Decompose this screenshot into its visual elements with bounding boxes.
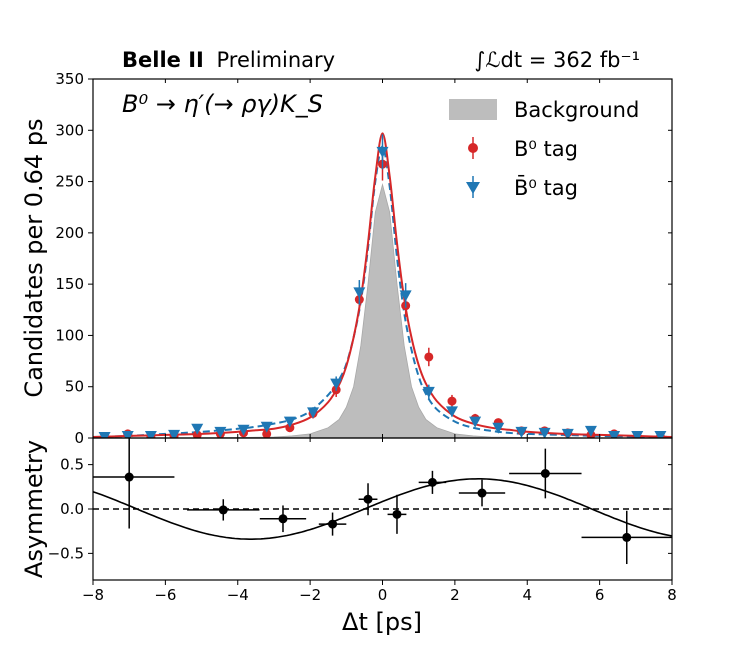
x-tick-label: 6	[595, 586, 605, 604]
b0bar-data-point	[191, 423, 204, 435]
x-tick-label: 0	[378, 586, 388, 604]
b0bar-data-point	[422, 384, 435, 400]
legend-b0bar-marker	[466, 176, 480, 198]
x-tick-label: 2	[450, 586, 460, 604]
b0bar-data-point	[445, 406, 458, 418]
top-y-tick-label: 50	[65, 378, 84, 396]
x-tick-label: −2	[299, 586, 321, 604]
b0bar-data-point	[237, 424, 250, 436]
asymmetry-data-point	[358, 483, 378, 516]
b0bar-data-point	[561, 428, 574, 438]
asymmetry-data-point	[93, 438, 175, 529]
background-area-layer	[93, 183, 672, 438]
b0bar-data-point	[214, 426, 227, 438]
bottom-y-tick-label: 0.0	[60, 500, 84, 518]
b0bar-data-point	[631, 430, 644, 438]
bottom-y-tick-label: −0.5	[48, 544, 84, 562]
top-y-tick-label: 250	[55, 173, 84, 191]
asymmetry-data-point	[418, 470, 447, 494]
top-y-tick-label: 200	[55, 224, 84, 242]
x-tick-label: −4	[227, 586, 249, 604]
b0bar-data-point	[538, 427, 551, 438]
experiment-label: Belle II Preliminary	[122, 48, 335, 72]
x-tick-label: −6	[154, 586, 176, 604]
top-points-layer	[98, 134, 667, 438]
process-label: B⁰ → η′(→ ργ)K_S	[122, 90, 323, 118]
bottom-ticks-layer: −0.5 0.0 0.5 −8 −6 −4 −2 0 2 4 6 8	[48, 438, 677, 604]
legend-b0-label: B⁰ tag	[514, 137, 578, 161]
b0bar-data-point	[144, 430, 157, 438]
asymmetry-points-layer	[93, 438, 672, 565]
asymmetry-fit-curve	[93, 478, 672, 540]
x-tick-label: 4	[522, 586, 532, 604]
top-y-tick-label: 100	[55, 326, 84, 344]
b0bar-data-point	[515, 426, 528, 438]
b0bar-data-point	[307, 407, 320, 419]
b0bar-data-point	[399, 283, 412, 308]
b0bar-data-point	[584, 425, 597, 437]
top-y-tick-label: 0	[74, 429, 84, 447]
b0bar-data-point	[469, 416, 482, 428]
luminosity-label: ∫ℒdt = 362 fb⁻¹	[474, 48, 640, 72]
bottom-panel: −0.5 0.0 0.5 −8 −6 −4 −2 0 2 4 6 8 Asymmetry Δt [ps…	[20, 437, 677, 636]
b0-fit-curve	[93, 132, 672, 438]
legend-background-label: Background	[514, 98, 639, 122]
b0-data-point	[447, 394, 457, 408]
top-panel: 0 50 100 150 200 250 300 350 B⁰ → η′(→ ργ)K_S C…	[20, 70, 673, 447]
bottom-y-axis-label: Asymmetry	[20, 440, 48, 578]
asymmetry-fit-layer	[93, 478, 672, 540]
asymmetry-data-point	[581, 510, 672, 565]
legend: Background B⁰ tag B̄⁰ tag	[449, 98, 639, 200]
asymmetry-data-point	[387, 494, 407, 534]
asymmetry-data-point	[318, 512, 347, 536]
b0bar-data-point	[168, 429, 181, 438]
b0bar-data-point	[492, 422, 505, 434]
experiment-bold: Belle II	[122, 48, 204, 72]
legend-b0bar-label: B̄⁰ tag	[514, 175, 578, 200]
legend-b0-marker	[468, 137, 478, 159]
bottom-y-tick-label: 0.5	[60, 456, 84, 474]
experiment-rest: Preliminary	[217, 48, 336, 72]
top-y-tick-label: 300	[55, 121, 84, 139]
x-tick-label: 8	[667, 586, 677, 604]
top-y-axis-label: Candidates per 0.64 ps	[20, 118, 48, 397]
background-area	[93, 183, 672, 438]
b0bar-data-point	[376, 134, 389, 170]
asymmetry-data-point	[187, 499, 260, 521]
b0bar-data-point	[330, 376, 343, 391]
b0bar-data-point	[283, 416, 296, 428]
b0bar-data-point	[260, 421, 273, 433]
top-y-tick-label: 350	[55, 70, 84, 88]
b0-data-point	[424, 347, 434, 367]
b0bar-data-point	[353, 280, 366, 305]
x-axis-label: Δt [ps]	[342, 608, 422, 636]
asymmetry-data-point	[259, 505, 307, 533]
top-y-tick-label: 150	[55, 275, 84, 293]
b0bar-data-point	[121, 430, 134, 438]
top-ticks-layer: 0 50 100 150 200 250 300 350	[55, 70, 673, 447]
legend-background-swatch	[449, 99, 497, 120]
x-tick-label: −8	[82, 586, 104, 604]
asymmetry-data-point	[458, 479, 506, 507]
b0bar-data-point	[608, 430, 621, 438]
b0bar-data-point	[654, 430, 667, 438]
asymmetry-data-point	[509, 448, 582, 499]
